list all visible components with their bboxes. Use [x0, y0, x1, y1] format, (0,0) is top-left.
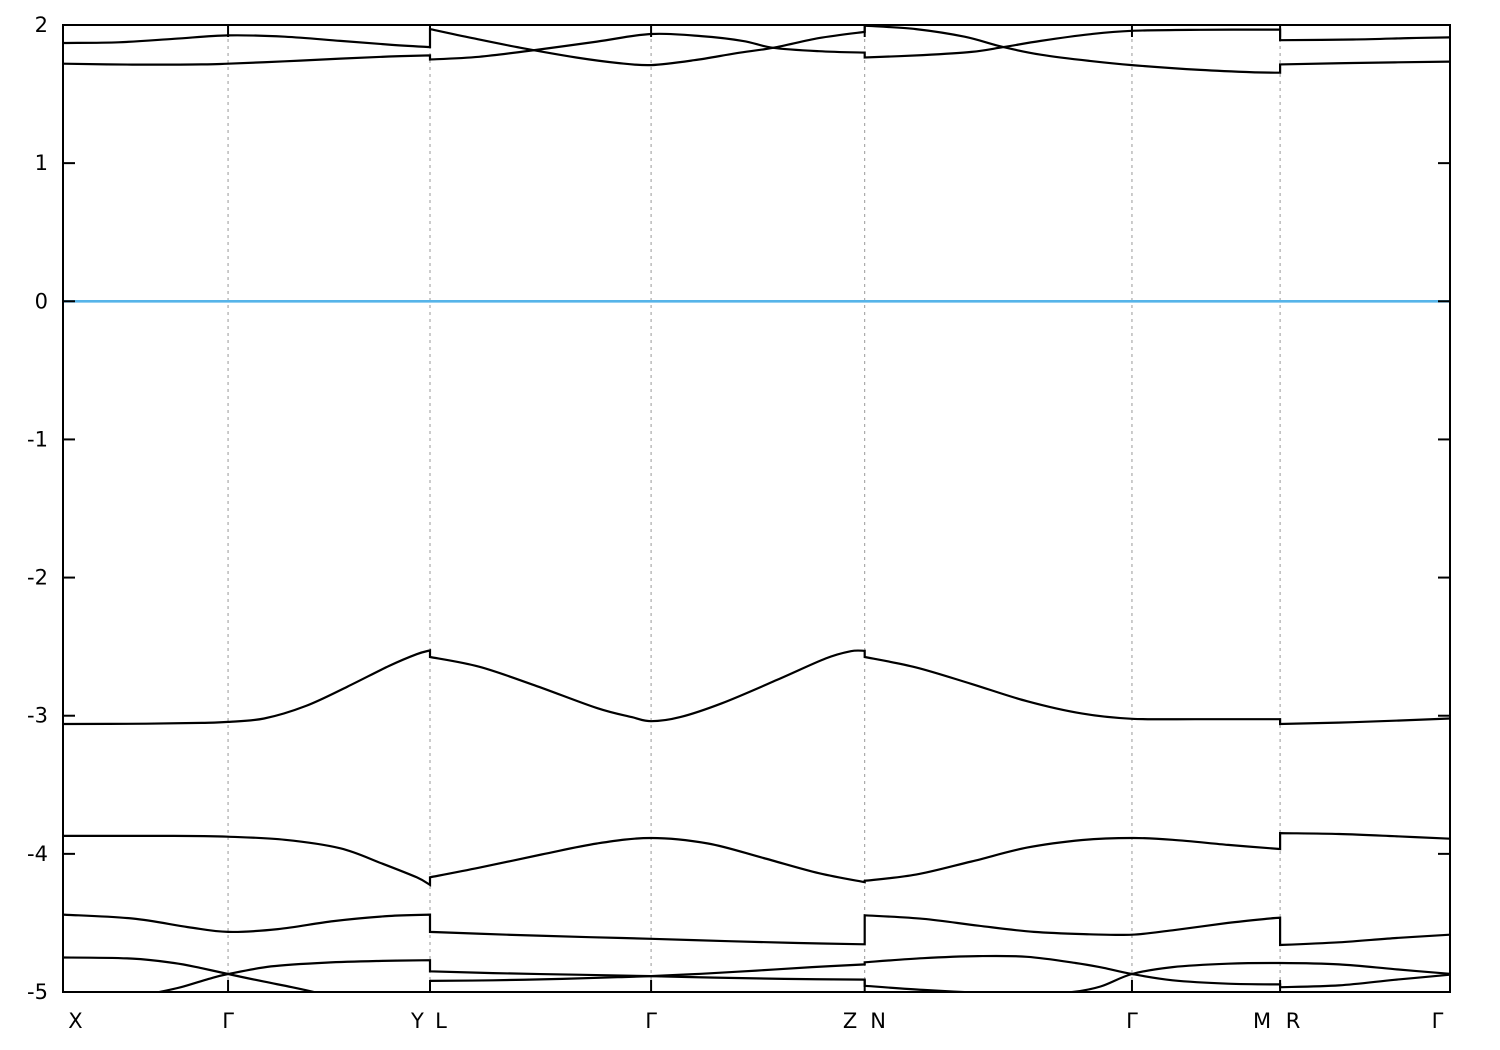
y-tick-label: -5: [27, 980, 48, 1004]
x-tick-label-kpoint: Y: [410, 1009, 424, 1033]
y-tick-label: 0: [35, 289, 48, 313]
y-tick-label: 1: [35, 151, 48, 175]
band-curve-mid-band: [63, 648, 1450, 726]
x-tick-label-kpoint: M: [1253, 1009, 1271, 1033]
band-curve-valence-band-2: [63, 913, 1450, 947]
x-tick-label-kpoint: Γ: [645, 1009, 657, 1033]
x-tick-label-kpoint: L: [435, 1009, 447, 1033]
x-tick-label-kpoint: Z: [843, 1009, 857, 1033]
y-tick-label: -4: [27, 842, 48, 866]
band-curve-valence-band-3c: [429, 954, 1450, 989]
x-tick-label-kpoint: X: [68, 1009, 82, 1033]
x-tick-label-kpoint: Γ: [222, 1009, 234, 1033]
x-tick-label-kpoint: R: [1286, 1009, 1301, 1033]
y-tick-label: 2: [35, 13, 48, 37]
band-curve-valence-band-1: [63, 831, 1450, 887]
y-tick-label: -3: [27, 704, 48, 728]
band-curve-conduction-band-1: [63, 25, 1450, 74]
x-tick-label-kpoint: Γ: [1432, 1009, 1444, 1033]
plot-border: [62, 24, 1451, 993]
y-tick-label: -2: [27, 566, 48, 590]
x-tick-label-kpoint: N: [870, 1009, 886, 1033]
band-curve-valence-band-3b: [154, 959, 1450, 992]
x-tick-label-kpoint: Γ: [1126, 1009, 1138, 1033]
band-curve-conduction-band-2: [63, 28, 1450, 66]
y-tick-label: -1: [27, 427, 48, 451]
